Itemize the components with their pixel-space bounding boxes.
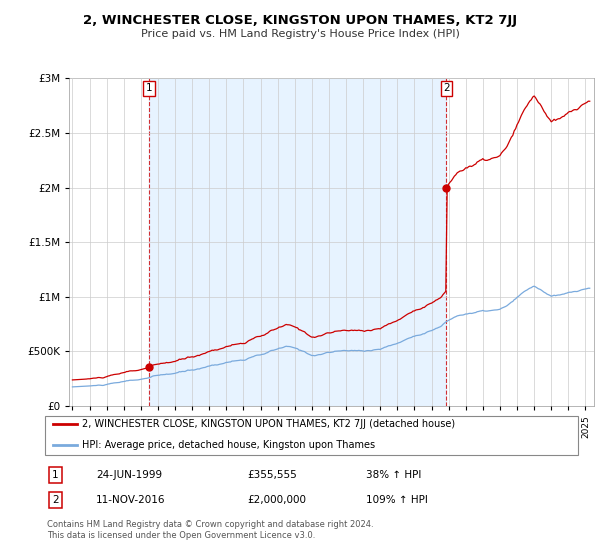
- FancyBboxPatch shape: [45, 416, 578, 455]
- Text: 1: 1: [146, 83, 152, 94]
- Text: 1: 1: [52, 470, 59, 480]
- Text: £355,555: £355,555: [247, 470, 297, 480]
- Text: 11-NOV-2016: 11-NOV-2016: [96, 495, 166, 505]
- Text: 24-JUN-1999: 24-JUN-1999: [96, 470, 162, 480]
- Text: £2,000,000: £2,000,000: [247, 495, 306, 505]
- Text: 2, WINCHESTER CLOSE, KINGSTON UPON THAMES, KT2 7JJ: 2, WINCHESTER CLOSE, KINGSTON UPON THAME…: [83, 14, 517, 27]
- Text: 38% ↑ HPI: 38% ↑ HPI: [366, 470, 421, 480]
- Text: 2: 2: [52, 495, 59, 505]
- Text: 2, WINCHESTER CLOSE, KINGSTON UPON THAMES, KT2 7JJ (detached house): 2, WINCHESTER CLOSE, KINGSTON UPON THAME…: [83, 419, 455, 429]
- Text: 109% ↑ HPI: 109% ↑ HPI: [366, 495, 428, 505]
- Text: Price paid vs. HM Land Registry's House Price Index (HPI): Price paid vs. HM Land Registry's House …: [140, 29, 460, 39]
- Text: HPI: Average price, detached house, Kingston upon Thames: HPI: Average price, detached house, King…: [83, 440, 376, 450]
- Text: 2: 2: [443, 83, 450, 94]
- Text: Contains HM Land Registry data © Crown copyright and database right 2024.
This d: Contains HM Land Registry data © Crown c…: [47, 520, 374, 540]
- Bar: [149, 78, 446, 406]
